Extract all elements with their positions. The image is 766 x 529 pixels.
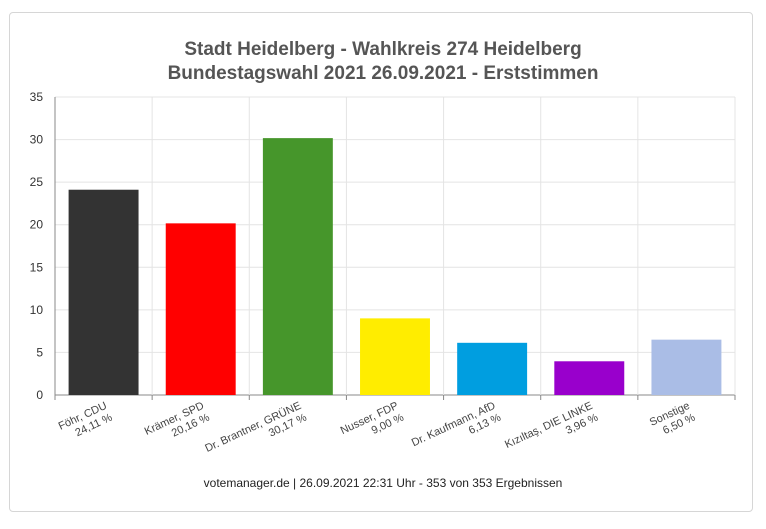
bar bbox=[262, 138, 333, 395]
y-tick-label: 0 bbox=[36, 388, 43, 402]
bar bbox=[554, 361, 625, 395]
chart-title: Stadt Heidelberg - Wahlkreis 274 Heidelb… bbox=[184, 39, 582, 60]
bar bbox=[165, 223, 236, 395]
y-tick-label: 10 bbox=[30, 303, 44, 317]
footer-source: votemanager.de | 26.09.2021 22:31 Uhr - … bbox=[203, 476, 563, 490]
bar bbox=[651, 339, 722, 395]
y-tick-label: 15 bbox=[30, 260, 44, 274]
y-axis-ticks: 0 5 10 15 20 25 30 35 bbox=[30, 90, 44, 402]
chart-subtitle: Bundestagswahl 2021 26.09.2021 - Erststi… bbox=[167, 63, 599, 84]
bars bbox=[68, 138, 722, 395]
bar bbox=[360, 318, 430, 395]
bar bbox=[68, 189, 139, 395]
y-tick-label: 30 bbox=[30, 133, 44, 147]
y-tick-label: 25 bbox=[30, 175, 44, 189]
y-tick-label: 35 bbox=[30, 90, 44, 104]
grid-lines bbox=[54, 96, 736, 400]
y-tick-label: 5 bbox=[36, 345, 43, 359]
bar bbox=[457, 342, 528, 395]
y-tick-label: 20 bbox=[30, 218, 44, 232]
